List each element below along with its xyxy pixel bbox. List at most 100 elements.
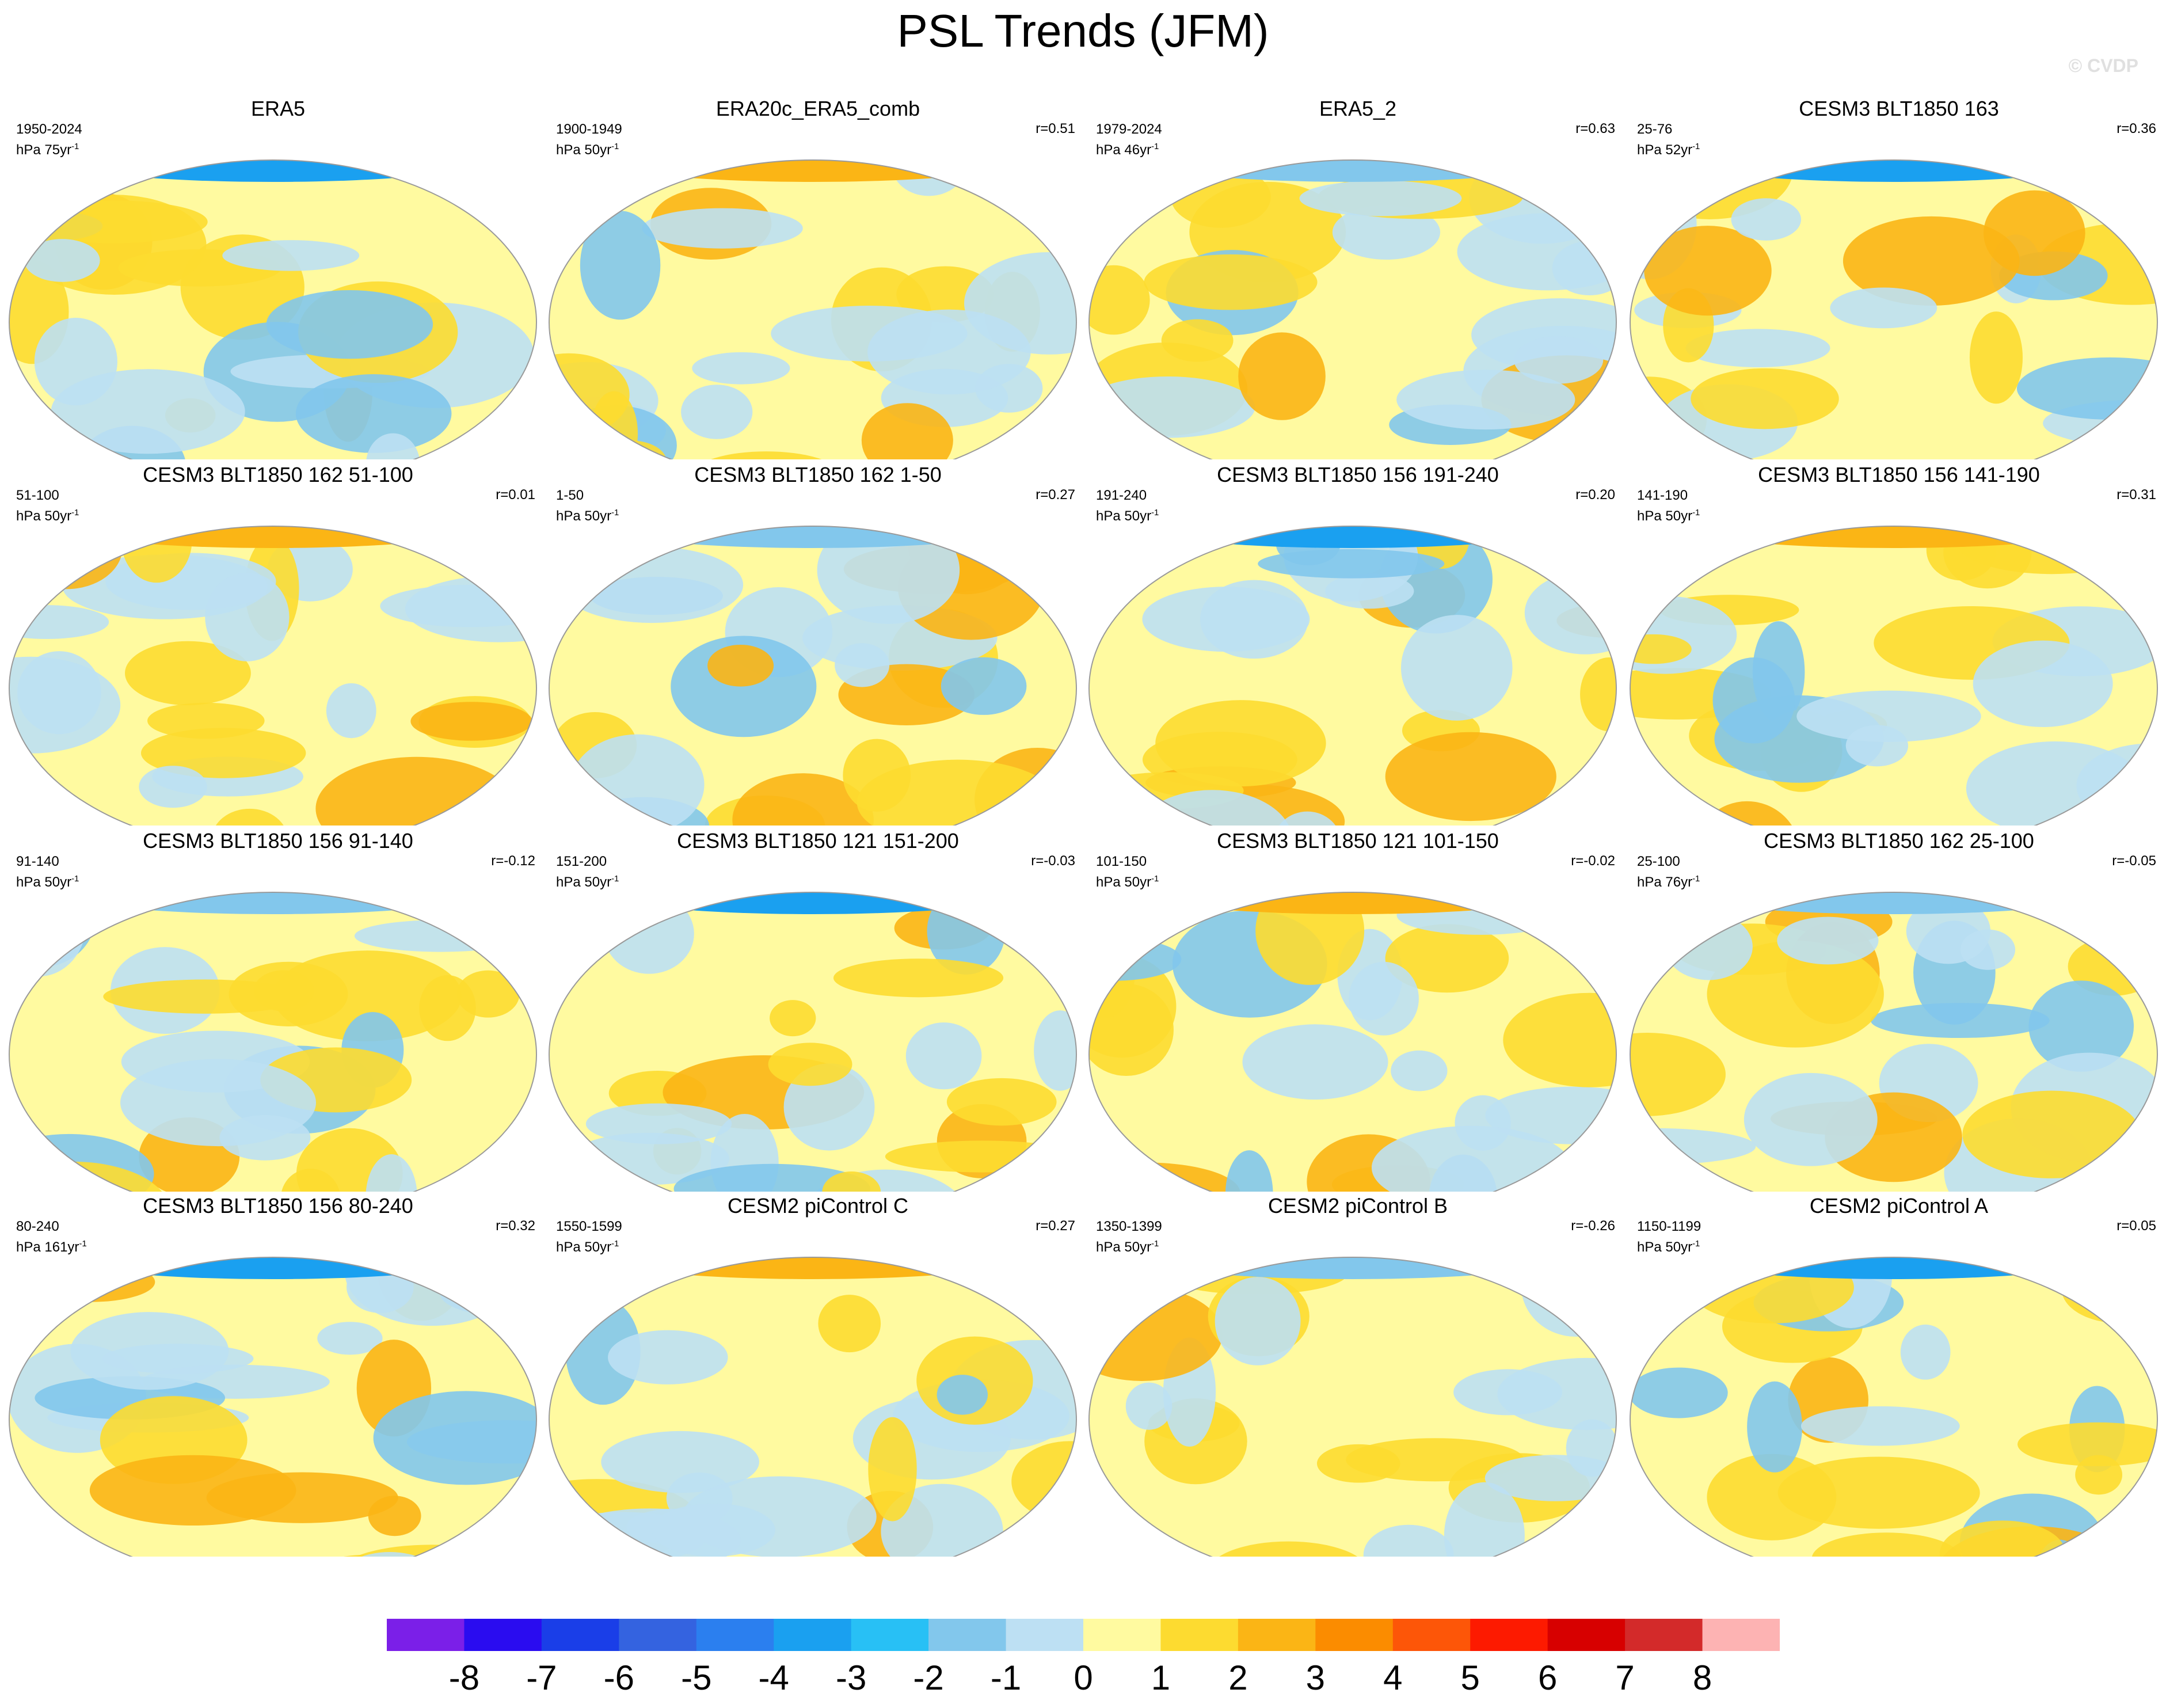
panel-period-unit: 1350-1399 hPa 50yr-1 (1096, 1218, 1162, 1256)
panel-period: 1979-2024 (1096, 121, 1162, 137)
map-panel: CESM3 BLT1850 156 80-240 80-240 hPa 161yr-… (8, 1194, 548, 1557)
trend-map (9, 892, 537, 1192)
map-panel: CESM2 piControl A 1150-1199 hPa 50yr-1 r=0.… (1629, 1194, 2166, 1557)
map-panel: CESM3 BLT1850 163 25-76 hPa 52yr-1 r=0.36 (1629, 97, 2166, 459)
map-panel: ERA5 1950-2024 hPa 75yr-1 (8, 97, 548, 459)
trend-map (9, 526, 537, 826)
panel-unit: hPa 76yr-1 (1637, 874, 1700, 890)
figure-title: PSL Trends (JFM) (897, 5, 1269, 56)
colorbar-tick-label: 8 (1692, 1658, 1712, 1697)
colorbar-tick-label: -2 (913, 1658, 944, 1697)
panel-title: CESM3 BLT1850 156 91-140 (143, 829, 413, 853)
trend-map (1088, 1257, 1617, 1557)
trend-map (549, 892, 1077, 1192)
colorbar-swatch (619, 1619, 697, 1651)
trend-map (1088, 159, 1617, 459)
panel-title: CESM3 BLT1850 162 51-100 (143, 463, 413, 486)
colorbar-tick-label: -4 (758, 1658, 789, 1697)
map-panel: CESM3 BLT1850 156 191-240 191-240 hPa 50yr… (1088, 463, 1628, 826)
colorbar-tick-label: -6 (603, 1658, 635, 1697)
watermark: © CVDP (2068, 55, 2138, 76)
colorbar-swatch (851, 1619, 929, 1651)
panel-period: 1550-1599 (556, 1219, 622, 1234)
map-panel: CESM3 BLT1850 156 141-190 141-190 hPa 50yr… (1629, 463, 2166, 826)
colorbar-tick-label: -3 (835, 1658, 867, 1697)
panel-period-unit: 101-150 hPa 50yr-1 (1096, 853, 1159, 891)
panel-correlation: r=0.63 (1575, 121, 1615, 136)
panel-title: ERA5_2 (1319, 97, 1397, 120)
panel-period: 25-100 (1637, 854, 1680, 869)
colorbar-swatch (1702, 1619, 1780, 1651)
panel-title: CESM3 BLT1850 156 80-240 (143, 1194, 413, 1218)
trend-map (549, 526, 1077, 826)
panel-unit: hPa 50yr-1 (1637, 1239, 1700, 1255)
panel-title: CESM2 piControl B (1267, 1194, 1448, 1218)
panel-unit: hPa 75yr-1 (16, 142, 79, 158)
panel-correlation: r=0.05 (2116, 1218, 2156, 1234)
colorbar-tick-label: 7 (1615, 1658, 1635, 1697)
panel-title: CESM3 BLT1850 162 25-100 (1764, 829, 2034, 853)
panel-unit: hPa 50yr-1 (556, 508, 619, 524)
panel-period-unit: 25-76 hPa 52yr-1 (1637, 121, 1700, 159)
panel-correlation: r=-0.03 (1031, 853, 1075, 869)
panel-correlation: r=0.36 (2116, 121, 2156, 136)
colorbar-tick-label: 0 (1074, 1658, 1093, 1697)
panel-unit: hPa 50yr-1 (1096, 1239, 1159, 1255)
panel-period-unit: 141-190 hPa 50yr-1 (1637, 487, 1700, 525)
panel-period: 151-200 (556, 854, 607, 869)
panel-period: 1950-2024 (16, 121, 82, 137)
trend-map (9, 159, 537, 459)
panel-period-unit: 1979-2024 hPa 46yr-1 (1096, 121, 1162, 159)
panel-title: CESM3 BLT1850 121 101-150 (1217, 829, 1499, 853)
panel-title: CESM2 piControl A (1809, 1194, 1989, 1218)
colorbar-swatch (1238, 1619, 1316, 1651)
map-panel: CESM3 BLT1850 162 51-100 51-100 hPa 50yr-1… (8, 463, 548, 826)
map-panel: CESM2 piControl B 1350-1399 hPa 50yr-1 r=-0… (1088, 1194, 1628, 1557)
map-panel: CESM3 BLT1850 156 91-140 91-140 hPa 50yr-1… (8, 829, 548, 1192)
colorbar-swatch (1470, 1619, 1548, 1651)
colorbar-swatch (1006, 1619, 1084, 1651)
trend-map (1630, 159, 2158, 459)
panel-unit: hPa 50yr-1 (556, 1239, 619, 1255)
panel-title: CESM3 BLT1850 163 (1799, 97, 1999, 120)
panel-correlation: r=0.51 (1036, 121, 1075, 136)
colorbar-tick-label: -8 (448, 1658, 480, 1697)
map-panel: CESM2 piControl C 1550-1599 hPa 50yr-1 r=0.… (548, 1194, 1088, 1557)
colorbar-tick-label: 5 (1460, 1658, 1480, 1697)
colorbar-tick-label: 1 (1151, 1658, 1171, 1697)
trend-map (1088, 892, 1617, 1192)
colorbar-tick-label: 3 (1305, 1658, 1326, 1697)
colorbar-tick-label: -1 (990, 1658, 1022, 1697)
panel-period-unit: 1550-1599 hPa 50yr-1 (556, 1218, 622, 1256)
colorbar-swatch (1083, 1619, 1161, 1651)
colorbar-tick-label: -7 (526, 1658, 557, 1697)
panel-unit: hPa 50yr-1 (16, 874, 79, 890)
colorbar-swatch (1315, 1619, 1394, 1651)
trend-map (549, 159, 1077, 459)
panel-unit: hPa 52yr-1 (1637, 142, 1700, 158)
panel-unit: hPa 50yr-1 (16, 508, 79, 524)
panel-period: 1350-1399 (1096, 1219, 1162, 1234)
panel-unit: hPa 50yr-1 (556, 142, 619, 158)
colorbar-tick-label: 2 (1228, 1658, 1248, 1697)
panel-period-unit: 80-240 hPa 161yr-1 (16, 1218, 87, 1256)
colorbar-swatch (774, 1619, 852, 1651)
colorbar-swatch (1547, 1619, 1626, 1651)
panel-title: CESM3 BLT1850 162 1-50 (694, 463, 942, 486)
panel-title: CESM2 piControl C (727, 1194, 909, 1218)
panel-period-unit: 1150-1199 hPa 50yr-1 (1637, 1218, 1701, 1256)
panel-period-unit: 191-240 hPa 50yr-1 (1096, 487, 1159, 525)
panel-period-unit: 151-200 hPa 50yr-1 (556, 853, 619, 891)
colorbar (387, 1619, 1780, 1651)
colorbar-swatch (696, 1619, 774, 1651)
panel-period-unit: 1-50 hPa 50yr-1 (556, 487, 619, 525)
colorbar-swatch (541, 1619, 619, 1651)
panel-title: CESM3 BLT1850 156 141-190 (1758, 463, 2040, 486)
panel-period-unit: 25-100 hPa 76yr-1 (1637, 853, 1700, 891)
panel-unit: hPa 50yr-1 (1096, 508, 1159, 524)
map-panel: CESM3 BLT1850 162 1-50 1-50 hPa 50yr-1 r=0.… (548, 463, 1088, 826)
colorbar-tick-label: 4 (1383, 1658, 1403, 1697)
panel-period: 51-100 (16, 488, 59, 503)
panel-correlation: r=0.01 (496, 487, 535, 503)
panel-unit: hPa 161yr-1 (16, 1239, 87, 1255)
